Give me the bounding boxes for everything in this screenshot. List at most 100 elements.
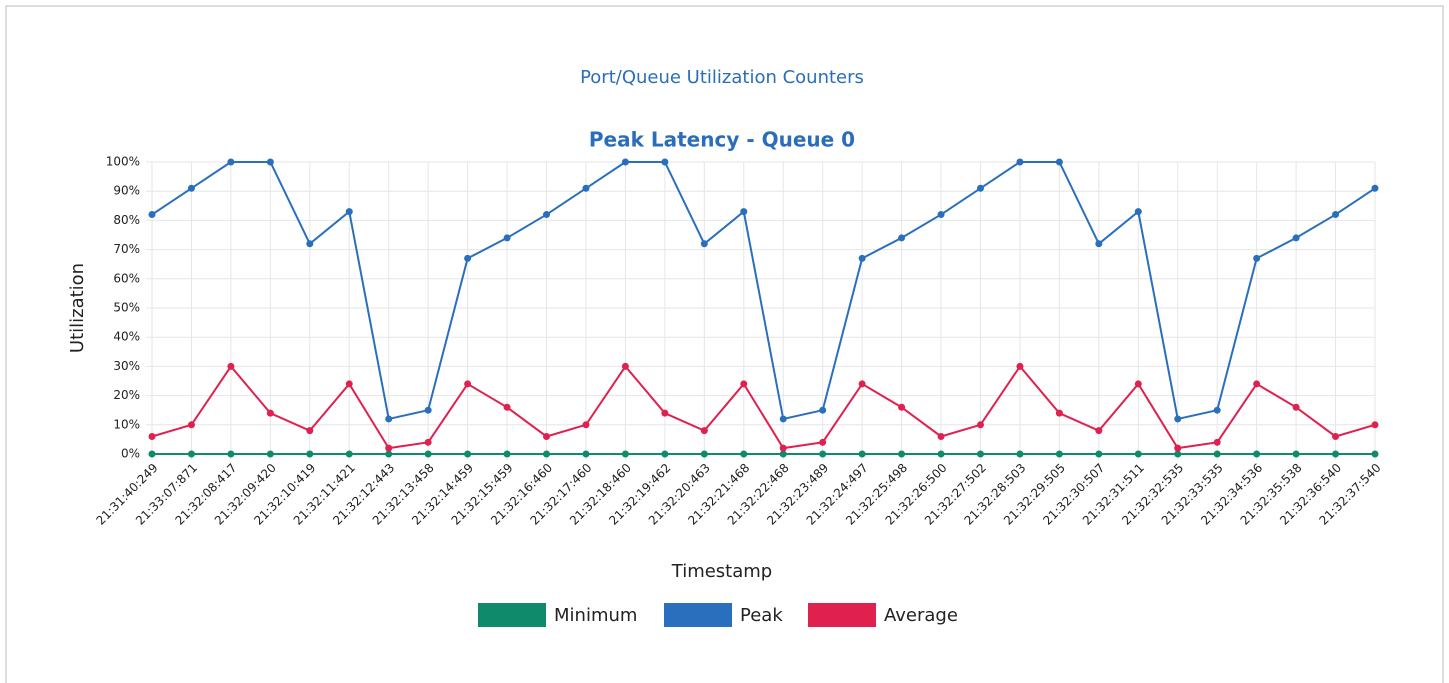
- data-point: [266, 158, 274, 166]
- data-point: [424, 438, 432, 446]
- data-point: [187, 450, 195, 458]
- data-point: [976, 450, 984, 458]
- data-point: [1095, 450, 1103, 458]
- data-point: [1134, 450, 1142, 458]
- data-point: [1253, 254, 1261, 262]
- data-point: [819, 406, 827, 414]
- data-point: [266, 450, 274, 458]
- data-point: [227, 450, 235, 458]
- data-point: [543, 211, 551, 219]
- x-axis-label: Timestamp: [671, 561, 772, 582]
- data-point: [779, 450, 787, 458]
- data-point: [187, 184, 195, 192]
- data-point: [227, 362, 235, 370]
- data-point: [700, 427, 708, 435]
- y-tick-label: 0%: [121, 447, 140, 461]
- data-point: [1292, 234, 1300, 242]
- y-tick-label: 70%: [113, 242, 140, 256]
- legend-swatch[interactable]: [664, 603, 732, 627]
- data-point: [306, 427, 314, 435]
- y-tick-label: 50%: [113, 301, 140, 315]
- legend-swatch[interactable]: [808, 603, 876, 627]
- data-point: [976, 421, 984, 429]
- series-line: [151, 161, 1376, 421]
- data-point: [464, 254, 472, 262]
- data-point: [1332, 211, 1340, 219]
- y-tick-label: 30%: [113, 359, 140, 373]
- data-point: [1055, 450, 1063, 458]
- legend-label[interactable]: Average: [884, 605, 958, 626]
- data-point: [819, 438, 827, 446]
- data-point: [424, 406, 432, 414]
- data-point: [1095, 240, 1103, 248]
- data-point: [503, 450, 511, 458]
- data-point: [937, 450, 945, 458]
- data-point: [661, 450, 669, 458]
- data-point: [700, 240, 708, 248]
- data-point: [898, 403, 906, 411]
- legend-label[interactable]: Peak: [740, 605, 783, 626]
- data-point: [1292, 450, 1300, 458]
- data-point: [582, 450, 590, 458]
- y-tick-label: 60%: [113, 271, 140, 285]
- chart-title: Peak Latency - Queue 0: [589, 128, 855, 152]
- y-tick-label: 40%: [113, 330, 140, 344]
- data-point: [345, 208, 353, 216]
- data-point: [621, 450, 629, 458]
- data-point: [1016, 450, 1024, 458]
- data-point: [1016, 158, 1024, 166]
- data-point: [1134, 208, 1142, 216]
- data-point: [898, 450, 906, 458]
- data-point: [1213, 450, 1221, 458]
- data-point: [1016, 362, 1024, 370]
- data-point: [661, 158, 669, 166]
- data-point: [385, 444, 393, 452]
- data-point: [740, 450, 748, 458]
- data-point: [582, 184, 590, 192]
- data-point: [148, 211, 156, 219]
- data-point: [740, 208, 748, 216]
- data-point: [661, 409, 669, 417]
- data-point: [779, 415, 787, 423]
- data-point: [1213, 438, 1221, 446]
- data-point: [148, 450, 156, 458]
- legend-swatch[interactable]: [478, 603, 546, 627]
- legend-label[interactable]: Minimum: [554, 605, 637, 626]
- data-point: [858, 450, 866, 458]
- frame: [5, 5, 1444, 683]
- y-tick-label: 100%: [106, 155, 140, 169]
- data-point: [1332, 450, 1340, 458]
- data-point: [937, 211, 945, 219]
- y-tick-label: 10%: [113, 417, 140, 431]
- data-point: [464, 380, 472, 388]
- data-point: [345, 380, 353, 388]
- data-point: [306, 450, 314, 458]
- data-point: [858, 380, 866, 388]
- data-point: [1174, 450, 1182, 458]
- data-point: [1055, 409, 1063, 417]
- data-point: [1371, 421, 1379, 429]
- y-tick-label: 80%: [113, 213, 140, 227]
- data-point: [858, 254, 866, 262]
- y-tick-label: 20%: [113, 388, 140, 402]
- series-line: [151, 364, 1376, 450]
- page-title: Port/Queue Utilization Counters: [580, 67, 864, 88]
- data-point: [306, 240, 314, 248]
- data-point: [1292, 403, 1300, 411]
- data-point: [345, 450, 353, 458]
- data-point: [464, 450, 472, 458]
- y-tick-label: 90%: [113, 184, 140, 198]
- data-point: [266, 409, 274, 417]
- data-point: [1213, 406, 1221, 414]
- data-point: [779, 444, 787, 452]
- data-point: [898, 234, 906, 242]
- data-point: [700, 450, 708, 458]
- data-point: [543, 432, 551, 440]
- data-point: [1174, 444, 1182, 452]
- data-point: [582, 421, 590, 429]
- data-point: [543, 450, 551, 458]
- data-point: [937, 432, 945, 440]
- data-point: [385, 450, 393, 458]
